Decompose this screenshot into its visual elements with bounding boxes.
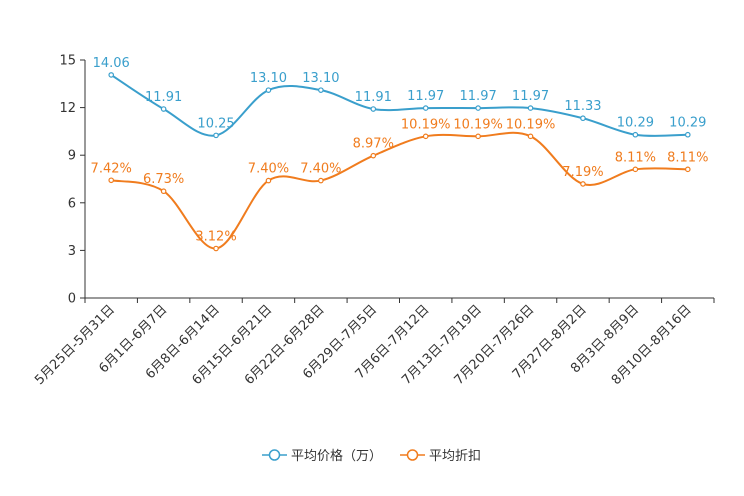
legend[interactable]: 平均价格（万） 平均折扣 <box>262 448 481 464</box>
data-point[interactable] <box>160 106 167 112</box>
y-tick-label: 9 <box>68 149 76 164</box>
data-label: 6.73% <box>143 172 184 187</box>
data-point[interactable] <box>422 133 429 140</box>
data-label: 7.42% <box>91 161 132 176</box>
data-label: 10.29 <box>669 116 706 131</box>
data-label: 3.12% <box>195 229 236 244</box>
data-label: 10.29 <box>617 116 654 131</box>
data-label: 11.97 <box>407 89 444 104</box>
legend-marker-icon <box>268 449 281 461</box>
data-label: 11.97 <box>460 89 497 104</box>
data-point[interactable] <box>632 131 639 138</box>
data-point[interactable] <box>370 152 377 159</box>
data-label: 7.40% <box>248 162 289 177</box>
data-point[interactable] <box>318 177 324 184</box>
legend-item-2[interactable]: 平均折扣 <box>400 449 481 464</box>
data-label: 10.19% <box>453 117 503 132</box>
data-label: 13.10 <box>250 71 287 86</box>
data-point[interactable] <box>684 131 691 138</box>
data-point[interactable] <box>370 106 377 112</box>
y-tick-label: 3 <box>68 244 76 259</box>
data-point[interactable] <box>213 245 219 252</box>
legend-item-1[interactable]: 平均价格（万） <box>262 448 382 464</box>
y-tick-label: 0 <box>68 292 76 307</box>
data-label: 11.33 <box>564 99 601 114</box>
data-point[interactable] <box>475 105 481 111</box>
data-point[interactable] <box>684 166 691 173</box>
data-label: 10.19% <box>506 117 556 132</box>
data-label: 8.11% <box>615 150 656 165</box>
data-point[interactable] <box>108 72 115 78</box>
data-point[interactable] <box>265 177 272 184</box>
series-layer: 14.06 11.91 10.25 13.10 13.10 11.91 11.97 11.97… <box>91 56 708 252</box>
y-tick-label: 15 <box>59 54 76 69</box>
legend-label: 平均价格（万） <box>291 448 382 464</box>
data-point[interactable] <box>318 87 324 93</box>
series-1: 14.06 11.91 10.25 13.10 13.10 11.91 11.97 11.97… <box>93 56 706 139</box>
data-label: 10.25 <box>197 116 234 131</box>
series-2: 7.42%6.73%3.12%7.40% 7.40%8.97%10.19% 10.1… <box>91 117 708 252</box>
y-tick-label: 6 <box>68 196 76 211</box>
data-label: 11.91 <box>355 90 392 105</box>
data-label: 14.06 <box>93 56 130 71</box>
legend-marker-icon <box>406 449 419 461</box>
data-label: 7.40% <box>300 162 341 177</box>
data-point[interactable] <box>213 132 219 139</box>
data-point[interactable] <box>422 105 429 111</box>
data-point[interactable] <box>475 133 481 140</box>
data-label: 8.97% <box>353 137 394 152</box>
data-label: 10.19% <box>401 117 451 132</box>
data-label: 7.19% <box>562 165 603 180</box>
y-tick-label: 12 <box>59 101 76 116</box>
data-point[interactable] <box>580 115 586 122</box>
data-point[interactable] <box>580 181 586 187</box>
data-label: 13.10 <box>302 71 339 86</box>
data-point[interactable] <box>527 133 534 140</box>
legend-label: 平均折扣 <box>429 449 481 464</box>
data-label: 8.11% <box>667 150 708 165</box>
data-label: 11.91 <box>145 90 182 105</box>
data-label: 11.97 <box>512 89 549 104</box>
data-point[interactable] <box>160 188 167 195</box>
data-point[interactable] <box>632 166 639 173</box>
data-point[interactable] <box>527 105 534 111</box>
data-point[interactable] <box>108 177 115 184</box>
data-point[interactable] <box>265 87 272 93</box>
